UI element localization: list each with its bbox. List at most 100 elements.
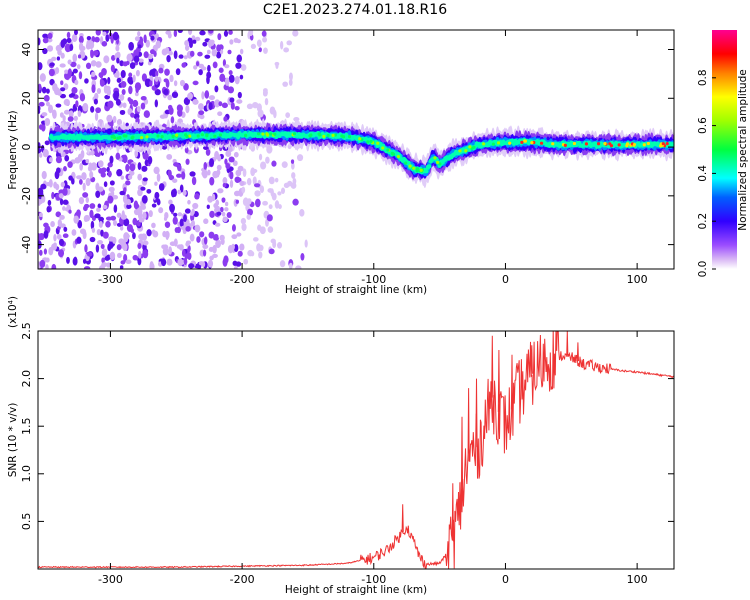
spectrogram-frame bbox=[37, 29, 675, 270]
spectrogram-noise-blob bbox=[56, 56, 61, 61]
spectrogram-noise-blob bbox=[136, 105, 141, 113]
spectrogram-noise-blob bbox=[106, 262, 111, 268]
spectrogram-noise-blob bbox=[283, 182, 290, 189]
spectrogram-noise-blob bbox=[246, 198, 252, 205]
spectrogram-noise-blob bbox=[168, 50, 173, 56]
spectrogram-noise-blob bbox=[62, 199, 69, 205]
spectrogram-noise-blob bbox=[112, 220, 118, 227]
spectrogram-noise-blob bbox=[74, 79, 79, 86]
spectrogram-noise-blob bbox=[222, 183, 227, 188]
spectrogram-noise-blob bbox=[95, 107, 102, 114]
spectrogram-noise-blob bbox=[63, 98, 70, 106]
spectrogram-noise-blob bbox=[177, 212, 183, 217]
spectrogram-noise-blob bbox=[137, 162, 142, 170]
spectrogram-noise-blob bbox=[77, 54, 82, 59]
spectrogram-noise-blob bbox=[240, 64, 247, 71]
spectrogram-noise-blob bbox=[227, 49, 232, 55]
spectrogram-noise-blob bbox=[177, 164, 182, 172]
spectrogram-noise-blob bbox=[179, 79, 185, 87]
spectrogram-noise-blob bbox=[115, 152, 121, 160]
spectrogram-noise-blob bbox=[59, 63, 66, 68]
spectrogram-noise-blob bbox=[253, 237, 259, 242]
spectrogram-noise-blob bbox=[60, 87, 66, 92]
spectrogram-noise-blob bbox=[99, 265, 106, 269]
spectrogram-noise-blob bbox=[116, 244, 122, 251]
spectrogram-noise-blob bbox=[110, 55, 116, 61]
snr-series-line bbox=[38, 331, 674, 569]
spectrogram-noise-blob bbox=[161, 244, 167, 249]
snr-ytick-label: 1.0 bbox=[20, 465, 33, 483]
spectrogram-noise-blob bbox=[45, 101, 50, 107]
spectrogram-noise-blob bbox=[164, 211, 169, 219]
spectrogram-noise-blob bbox=[154, 191, 160, 199]
spectrogram-noise-blob bbox=[264, 97, 269, 106]
spectrogram-noise-blob bbox=[208, 246, 214, 252]
spectrogram-peak-cell bbox=[156, 134, 160, 138]
snr-xlabel: Height of straight line (km) bbox=[285, 584, 427, 596]
spectrogram-noise-blob bbox=[207, 259, 214, 268]
spectrogram-xtick-label: 100 bbox=[627, 273, 648, 286]
spectrogram-noise-blob bbox=[176, 244, 183, 249]
spectrogram-noise-blob bbox=[86, 251, 93, 257]
spectrogram-noise-blob bbox=[191, 176, 197, 186]
spectrogram-noise-blob bbox=[159, 114, 166, 119]
spectrogram-noise-blob bbox=[62, 206, 66, 211]
spectrogram-noise-blob bbox=[145, 39, 150, 48]
spectrogram-ytick-label: 20 bbox=[20, 91, 33, 105]
spectrogram-noise-blob bbox=[59, 112, 64, 118]
spectrogram-noise-blob bbox=[38, 142, 41, 150]
spectrogram-noise-blob bbox=[267, 226, 274, 233]
colorbar-tick-label: 0.4 bbox=[697, 165, 709, 182]
spectrogram-noise-blob bbox=[266, 214, 273, 222]
spectrogram-noise-blob bbox=[209, 176, 215, 186]
spectrogram-peak-cell bbox=[464, 149, 468, 153]
spectrogram-noise-blob bbox=[162, 230, 167, 238]
spectrogram-noise-blob bbox=[59, 198, 64, 206]
spectrogram-noise-blob bbox=[239, 243, 245, 251]
spectrogram-noise-blob bbox=[40, 183, 47, 190]
spectrogram-noise-blob bbox=[177, 30, 183, 34]
spectrogram-noise-blob bbox=[138, 233, 145, 240]
spectrogram-noise-blob bbox=[46, 206, 51, 213]
spectrogram-noise-blob bbox=[46, 88, 50, 94]
spectrogram-noise-blob bbox=[173, 80, 178, 87]
spectrogram-noise-blob bbox=[227, 86, 235, 94]
spectrogram-noise-blob bbox=[57, 219, 62, 227]
spectrogram-noise-blob bbox=[41, 112, 48, 117]
spectrogram-peak-cell bbox=[171, 134, 175, 138]
snr-ytick-label: 0.5 bbox=[20, 513, 33, 531]
snr-ytick-label: 1.5 bbox=[20, 417, 33, 435]
spectrogram-noise-blob bbox=[236, 99, 243, 104]
spectrogram-peak-cell bbox=[205, 134, 209, 138]
spectrogram-xlabel: Height of straight line (km) bbox=[285, 284, 427, 296]
spectrogram-noise-blob bbox=[199, 231, 205, 238]
spectrogram-noise-blob bbox=[193, 65, 198, 70]
spectrogram-noise-blob bbox=[221, 102, 228, 109]
spectrogram-noise-blob bbox=[120, 175, 125, 180]
spectrogram-noise-blob bbox=[275, 62, 279, 69]
spectrogram-noise-blob bbox=[161, 258, 167, 267]
spectrogram-noise-blob bbox=[137, 44, 142, 49]
spectrogram-noise-blob bbox=[146, 229, 152, 237]
spectrogram-noise-blob bbox=[90, 162, 97, 171]
spectrogram-noise-blob bbox=[68, 93, 74, 98]
spectrogram-noise-blob bbox=[51, 263, 57, 269]
spectrogram-peak-cell bbox=[665, 142, 669, 146]
spectrogram-noise-blob bbox=[199, 114, 205, 120]
spectrogram-noise-blob bbox=[142, 249, 149, 259]
spectrogram-noise-blob bbox=[272, 240, 277, 249]
spectrogram-noise-blob bbox=[167, 32, 172, 39]
spectrogram-noise-blob bbox=[263, 47, 268, 54]
spectrogram-noise-blob bbox=[262, 88, 268, 93]
spectrogram-heatmap bbox=[38, 30, 674, 269]
spectrogram-noise-blob bbox=[47, 32, 53, 39]
spectrogram-noise-blob bbox=[134, 91, 139, 97]
spectrogram-peak-cell bbox=[113, 136, 117, 140]
spectrogram-noise-blob bbox=[119, 190, 125, 196]
spectrogram-peak-cell bbox=[326, 133, 330, 138]
spectrogram-noise-blob bbox=[188, 263, 195, 269]
spectrogram-noise-blob bbox=[212, 253, 218, 259]
spectrogram-noise-blob bbox=[38, 147, 42, 154]
spectrogram-noise-blob bbox=[204, 54, 211, 59]
